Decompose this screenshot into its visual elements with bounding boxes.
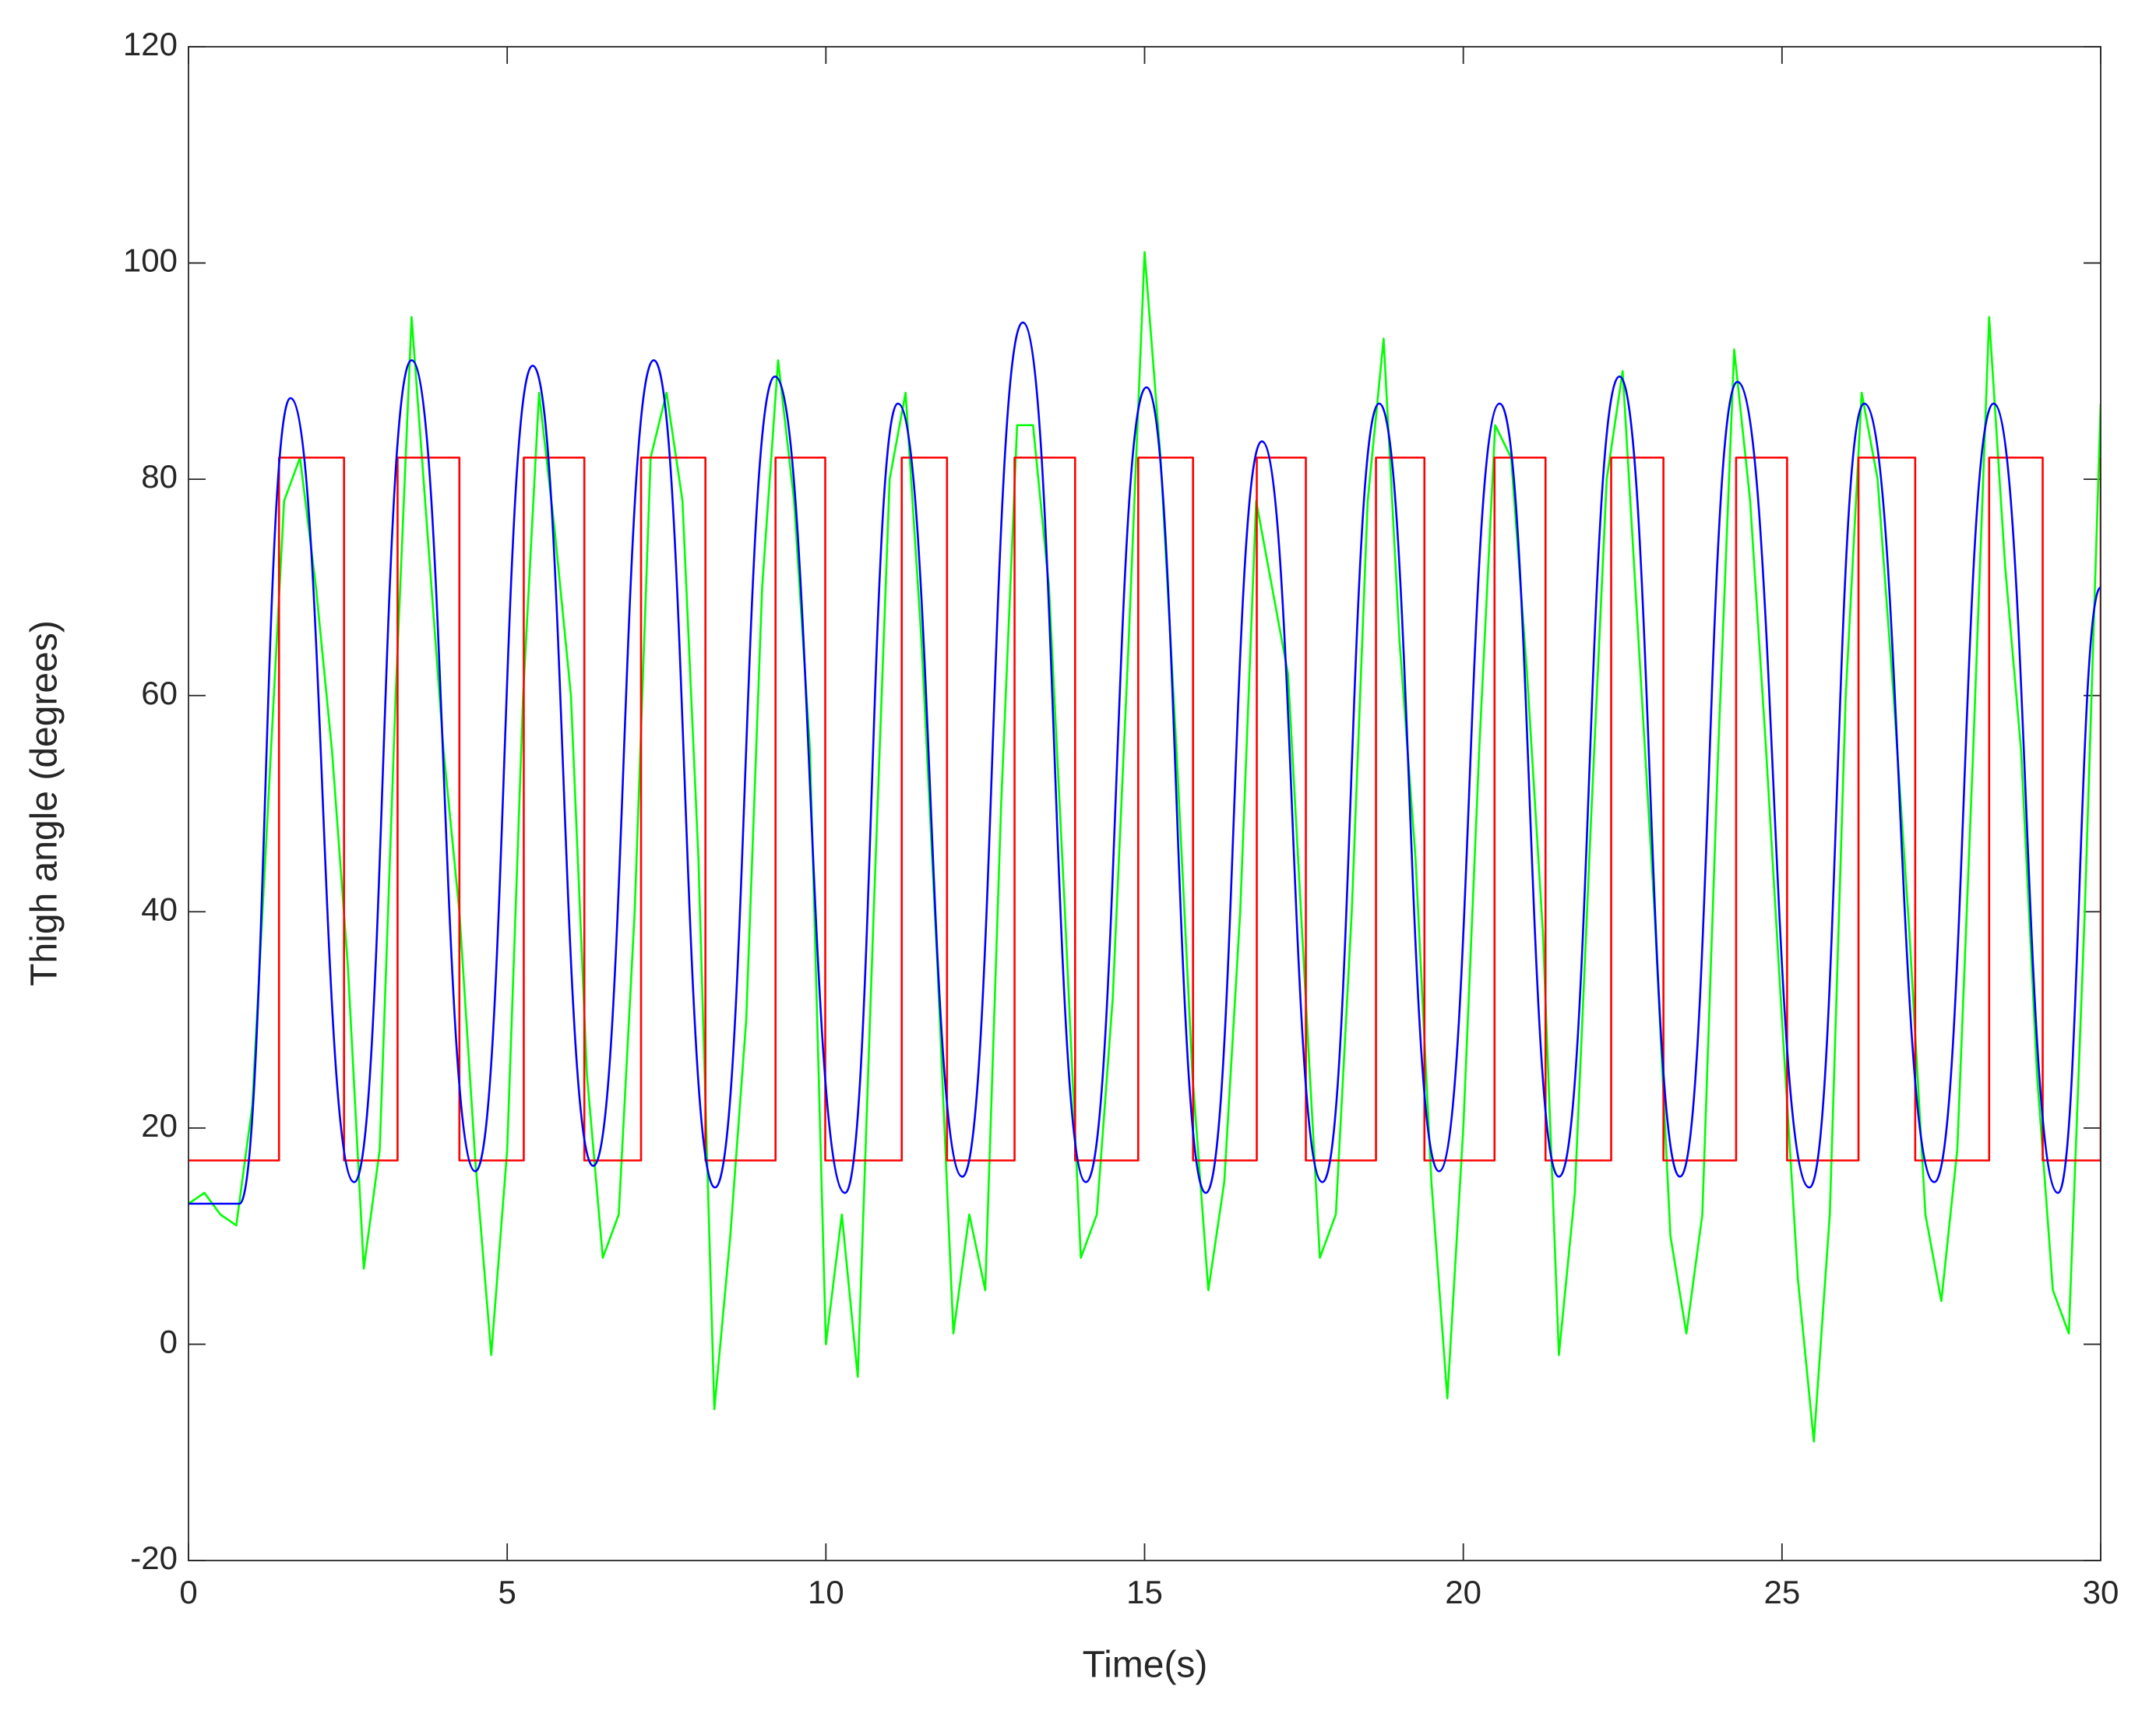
- x-axis-label: Time(s): [1083, 1645, 1208, 1686]
- y-tick-label: 100: [123, 242, 178, 279]
- data-line: [188, 321, 2101, 1205]
- y-tick-label: 120: [123, 26, 178, 62]
- y-axis-label: Thigh angle (degrees): [24, 620, 65, 986]
- y-tick-label: 0: [160, 1324, 178, 1360]
- y-tick-label: 60: [141, 675, 178, 711]
- y-tick-label: 40: [141, 891, 178, 927]
- data-line: [188, 251, 2101, 1443]
- x-tick-label: 10: [808, 1574, 844, 1610]
- y-tick-label: 20: [141, 1107, 178, 1144]
- x-tick-label: 15: [1126, 1574, 1163, 1610]
- x-tick-label: 25: [1763, 1574, 1800, 1610]
- y-tick-label: 80: [141, 458, 178, 495]
- y-tick-label: -20: [130, 1539, 178, 1576]
- plot-frame: [188, 46, 2101, 1561]
- x-tick-label: 30: [2083, 1574, 2119, 1610]
- x-tick-label: 5: [498, 1574, 516, 1610]
- x-tick-label: 20: [1445, 1574, 1481, 1610]
- data-line: [188, 457, 2101, 1162]
- x-tick-label: 0: [179, 1574, 197, 1610]
